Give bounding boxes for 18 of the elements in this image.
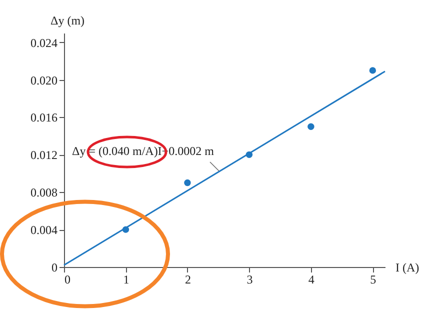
point — [184, 179, 191, 186]
x-tick-label: 4 — [308, 272, 314, 286]
y-axis-title: Δy (m) — [50, 14, 85, 28]
x-axis-title: I (A) — [396, 260, 420, 274]
x-tick-label: 0 — [64, 272, 70, 286]
y-tick-label: 0.024 — [30, 36, 58, 50]
x-tick-label: 2 — [184, 272, 191, 286]
x-tick-label: 5 — [370, 272, 376, 286]
y-tick-label: 0.012 — [30, 148, 58, 162]
point — [369, 67, 376, 74]
x-tick-label: 1 — [123, 272, 130, 286]
y-tick-label: 0 — [52, 260, 58, 274]
y-tick-label: 0.008 — [30, 186, 58, 200]
x-tick-label: 3 — [246, 272, 253, 286]
y-tick-label: 0.020 — [30, 73, 58, 88]
point — [308, 123, 314, 130]
y-tick-label: 0.004 — [30, 223, 58, 238]
y-tick-label: 0.016 — [30, 110, 58, 125]
